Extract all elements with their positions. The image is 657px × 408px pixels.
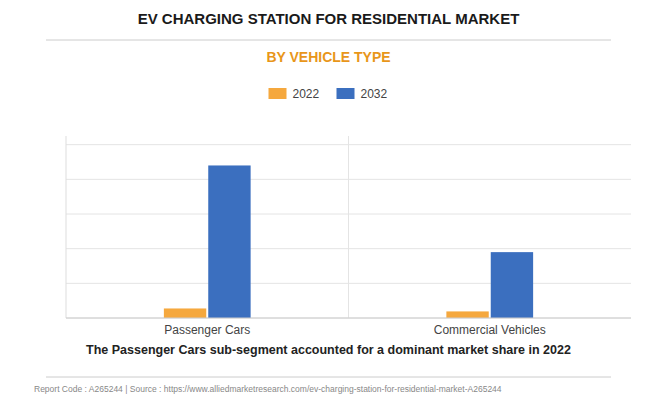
footer-separator	[46, 377, 611, 378]
legend-label: 2032	[361, 87, 388, 101]
y-axis-line	[66, 136, 67, 318]
subtitle: BY VEHICLE TYPE	[266, 49, 390, 65]
group-separator	[348, 136, 349, 318]
title-separator	[46, 40, 611, 41]
x-axis-line	[66, 318, 631, 319]
chart: EV CHARGING STATION FOR RESIDENTIAL MARK…	[0, 0, 657, 408]
title: EV CHARGING STATION FOR RESIDENTIAL MARK…	[138, 10, 520, 27]
x-tick-label: Passenger Cars	[164, 323, 250, 337]
footer: The Passenger Cars sub-segment accounted…	[86, 343, 571, 357]
bar	[208, 165, 250, 318]
legend-swatch	[269, 88, 287, 99]
bar	[164, 308, 206, 318]
bar	[491, 252, 533, 318]
legend: 2022 2032	[269, 87, 388, 101]
x-tick-label: Commercial Vehicles	[434, 323, 546, 337]
source: Report Code : A265244 | Source : https:/…	[34, 384, 502, 394]
legend-swatch	[337, 88, 355, 99]
grid	[66, 136, 631, 318]
legend-label: 2022	[293, 87, 320, 101]
grid-line	[66, 318, 631, 319]
bars	[164, 165, 533, 318]
bar	[446, 311, 488, 318]
